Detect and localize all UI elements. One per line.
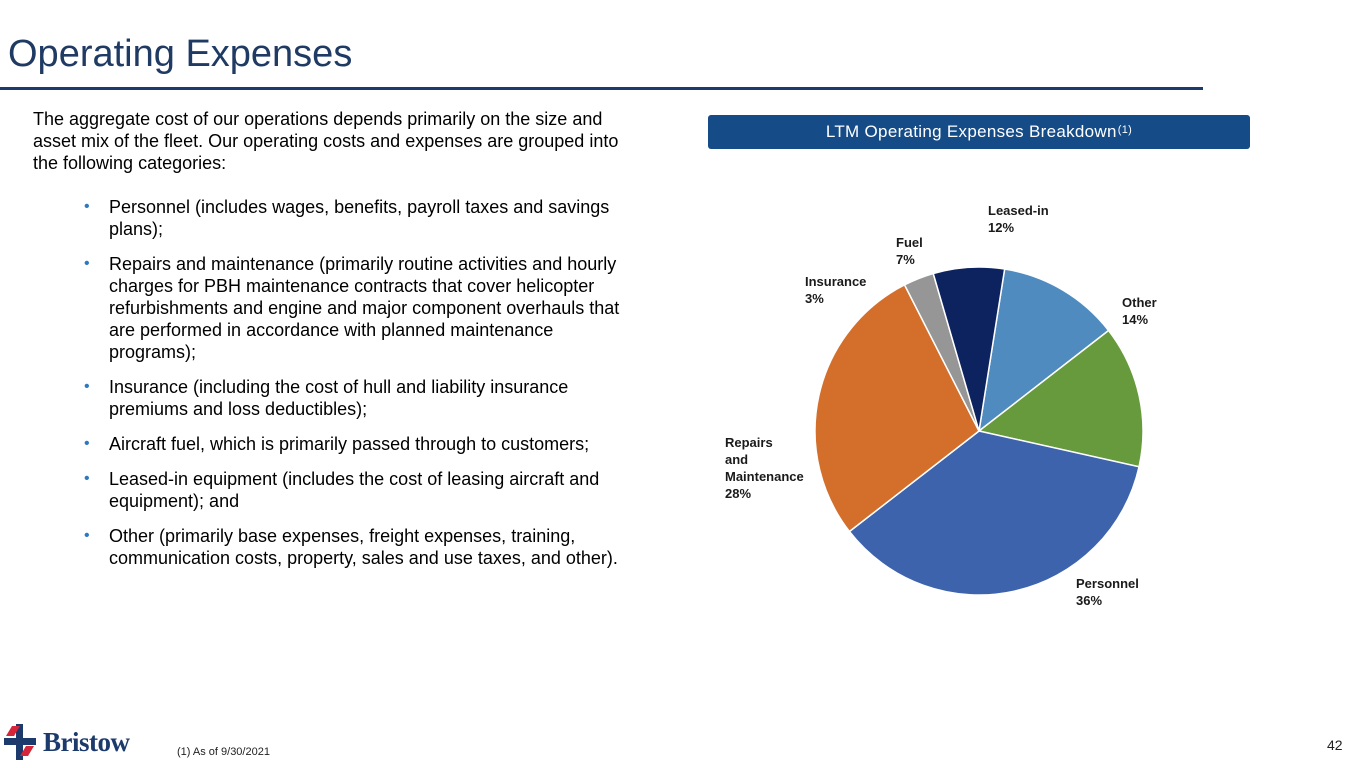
- pie-slice-repairs: [814, 283, 980, 533]
- bullet-icon: •: [84, 470, 90, 487]
- list-item: • Other (primarily base expenses, freight…: [84, 525, 632, 569]
- footnote: (1) As of 9/30/2021: [177, 746, 270, 758]
- pie-label-insurance: Insurance 3%: [805, 274, 866, 306]
- list-item: • Repairs and maintenance (primarily rout…: [84, 253, 632, 363]
- chart-header-footnote-ref: (1): [1117, 124, 1133, 136]
- page-number: 42: [1327, 737, 1343, 753]
- pie-label-personnel: Personnel 36%: [1076, 576, 1139, 608]
- chart-header: LTM Operating Expenses Breakdown (1): [708, 115, 1250, 149]
- list-item: • Insurance (including the cost of hull a…: [84, 376, 632, 420]
- list-item: • Aircraft fuel, which is primarily passe…: [84, 433, 632, 455]
- intro-paragraph: The aggregate cost of our operations dep…: [33, 109, 619, 173]
- bullet-text-other: Other (primarily base expenses, freight …: [109, 526, 618, 568]
- bullet-text-insurance: Insurance (including the cost of hull an…: [109, 377, 569, 419]
- pie-slice-fuel: [932, 266, 1006, 432]
- bullet-icon: •: [84, 527, 90, 544]
- logo-wordmark: Bristow: [43, 727, 130, 757]
- bullet-icon: •: [84, 435, 90, 452]
- bullet-text-leased: Leased-in equipment (includes the cost o…: [109, 469, 600, 511]
- bullet-text-repairs: Repairs and maintenance (primarily routi…: [109, 254, 620, 362]
- title-divider: [0, 87, 1203, 90]
- list-item: • Leased-in equipment (includes the cost …: [84, 468, 632, 512]
- chart-header-text: LTM Operating Expenses Breakdown: [825, 122, 1117, 141]
- bullet-text-personnel: Personnel (includes wages, benefits, pay…: [109, 197, 610, 239]
- pie-label-other: Other 14%: [1122, 295, 1157, 327]
- pie-slice-other: [977, 329, 1144, 468]
- pie-slice-leased-in: [977, 268, 1110, 433]
- bullet-icon: •: [84, 198, 90, 215]
- category-list: • Personnel (includes wages, benefits, pa…: [84, 196, 632, 582]
- pie-label-repairs: Repairs and Maintenance 28%: [725, 435, 804, 501]
- pie-label-leased-in: Leased-in 12%: [988, 203, 1049, 235]
- bullet-icon: •: [84, 378, 90, 395]
- bristow-logo-icon: [4, 724, 36, 760]
- list-item: • Personnel (includes wages, benefits, pa…: [84, 196, 632, 240]
- bullet-text-fuel: Aircraft fuel, which is primarily passed…: [109, 434, 590, 454]
- slide-title: Operating Expenses: [8, 33, 353, 75]
- pie-label-fuel: Fuel 7%: [896, 235, 923, 267]
- bullet-icon: •: [84, 255, 90, 272]
- pie-slice-personnel: [848, 430, 1140, 596]
